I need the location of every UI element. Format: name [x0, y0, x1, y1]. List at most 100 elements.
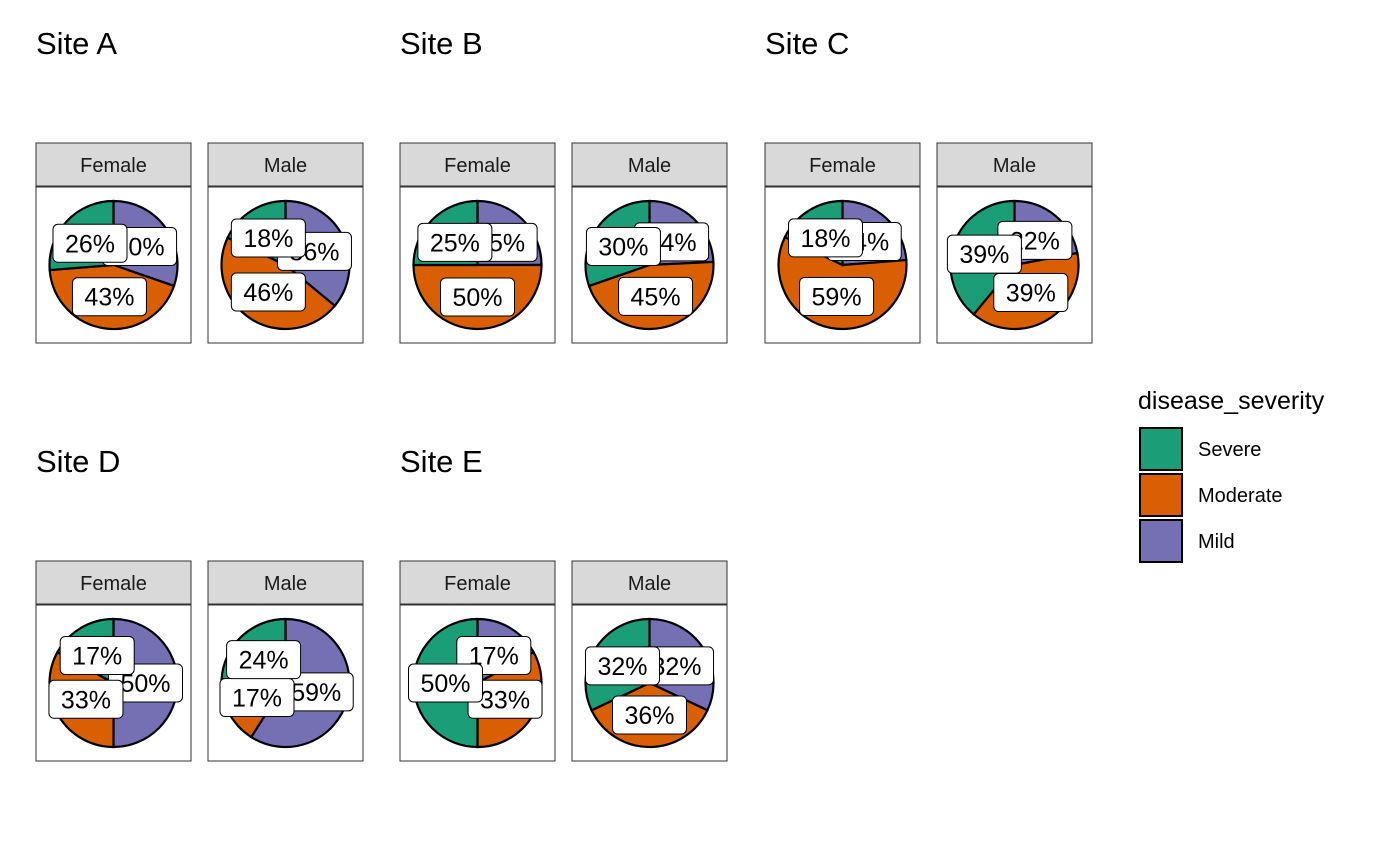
data-label: 26%	[52, 223, 128, 263]
facet-strip-label: Male	[628, 573, 671, 595]
data-label-text: 50%	[452, 284, 502, 312]
data-label-box	[788, 218, 864, 258]
data-label: 46%	[230, 272, 306, 312]
facet-strip-label: Male	[628, 155, 671, 177]
data-label-box	[48, 679, 124, 719]
facet-strip-label: Female	[809, 155, 876, 177]
legend-key-mild	[1139, 519, 1183, 563]
legend-label: Mild	[1198, 531, 1235, 553]
data-label-text: 46%	[243, 279, 293, 307]
data-label-text: 18%	[800, 225, 850, 253]
data-label-text: 39%	[1006, 280, 1056, 308]
data-label: 43%	[71, 277, 147, 317]
data-label: 59%	[799, 276, 875, 316]
data-label: 59%	[278, 672, 354, 712]
facet-strip-label: Female	[80, 155, 147, 177]
data-label-box	[799, 276, 875, 316]
data-label-text: 45%	[631, 283, 681, 311]
data-label: 45%	[618, 276, 694, 316]
data-label-box	[59, 635, 135, 675]
data-label-text: 33%	[480, 686, 530, 714]
data-label-text: 43%	[84, 284, 134, 312]
data-label: 39%	[946, 234, 1022, 274]
data-label: 17%	[219, 678, 295, 718]
data-label: 33%	[48, 679, 124, 719]
data-label-text: 17%	[72, 642, 122, 670]
facet-strip	[207, 560, 364, 605]
data-label-text: 36%	[624, 702, 674, 730]
data-label-box	[230, 272, 306, 312]
data-label-text: 50%	[420, 670, 470, 698]
site-title: Site C	[765, 26, 849, 61]
data-label: 39%	[993, 273, 1069, 313]
data-label: 36%	[612, 695, 687, 735]
data-label-box	[52, 223, 128, 263]
data-label-box	[417, 222, 493, 262]
facet-strip	[936, 142, 1093, 187]
facet-strip	[399, 560, 556, 605]
data-label-box	[584, 646, 660, 686]
data-label-box	[612, 695, 687, 735]
facet-strip	[207, 142, 364, 187]
data-label-text: 32%	[597, 653, 647, 681]
data-label-box	[408, 663, 483, 703]
facet-strip-label: Male	[264, 155, 307, 177]
data-label: 18%	[230, 218, 306, 258]
facet-strip	[571, 560, 728, 605]
data-label: 50%	[408, 663, 483, 703]
facet-strip-label: Male	[993, 155, 1036, 177]
data-label: 33%	[467, 679, 543, 719]
legend-label: Severe	[1198, 439, 1261, 461]
site-title: Site D	[36, 444, 120, 479]
data-label-text: 59%	[291, 679, 341, 707]
data-label: 17%	[59, 635, 135, 675]
data-label: 25%	[417, 222, 493, 262]
facet-strip	[571, 142, 728, 187]
site-title: Site E	[400, 444, 483, 479]
data-label-box	[226, 640, 302, 680]
data-label: 50%	[440, 277, 515, 317]
data-label-text: 39%	[959, 241, 1009, 269]
legend: disease_severity Severe Moderate Mild	[1138, 387, 1325, 563]
data-label-box	[71, 277, 147, 317]
legend-title: disease_severity	[1138, 387, 1325, 415]
data-label-box	[440, 277, 515, 317]
facet-strip	[35, 142, 192, 187]
facet-strip	[764, 142, 921, 187]
facet-strip-label: Female	[80, 573, 147, 595]
site-title: Site A	[36, 26, 117, 61]
data-label-text: 18%	[243, 225, 293, 253]
legend-label: Moderate	[1198, 485, 1283, 507]
facet-panel: Male 59% 17% 24%	[207, 560, 364, 762]
facet-strip	[35, 560, 192, 605]
data-label: 18%	[788, 218, 864, 258]
data-label-text: 59%	[812, 283, 862, 311]
data-label-text: 30%	[598, 233, 648, 261]
data-label: 32%	[584, 646, 660, 686]
data-label-text: 33%	[61, 686, 111, 714]
site-title: Site B	[400, 26, 483, 61]
data-label: 30%	[585, 226, 661, 266]
data-label-text: 26%	[65, 230, 115, 258]
legend-key-moderate	[1139, 473, 1183, 517]
data-label-box	[993, 273, 1069, 313]
legend-key-severe	[1139, 427, 1183, 471]
data-label-box	[946, 234, 1022, 274]
data-label-box	[618, 276, 694, 316]
data-label-box	[585, 226, 661, 266]
facet-strip-label: Male	[264, 573, 307, 595]
